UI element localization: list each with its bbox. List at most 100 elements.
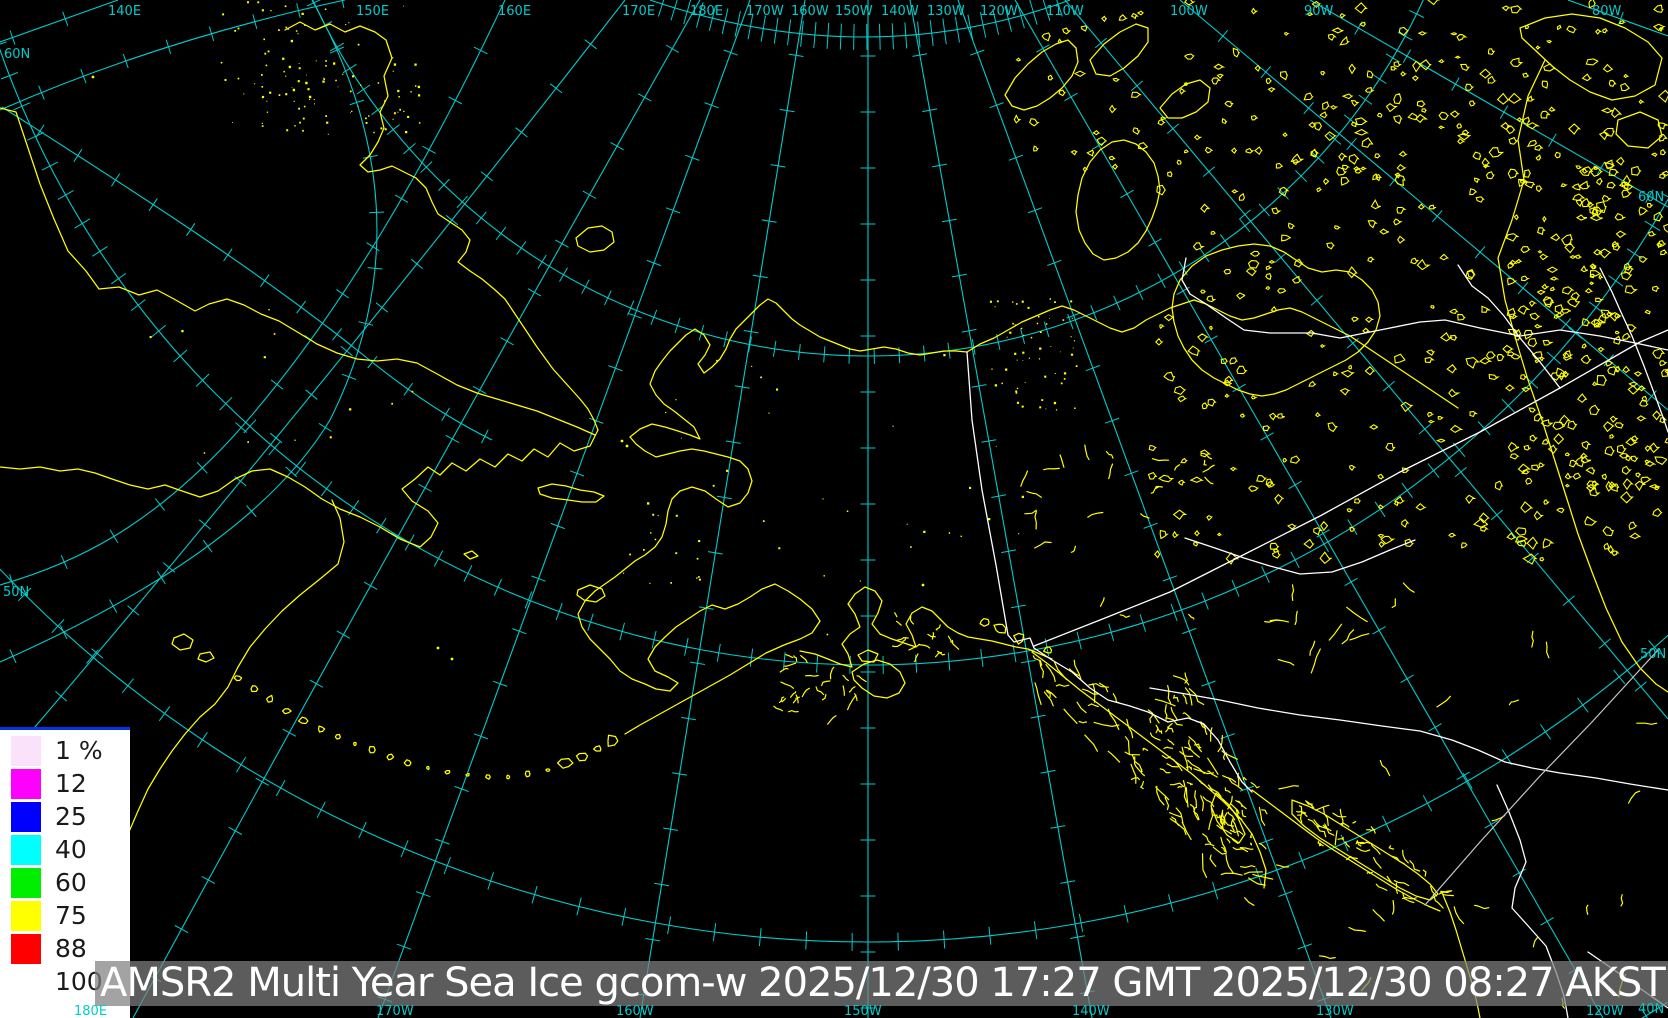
coastline (1149, 687, 1668, 791)
coastline (197, 651, 215, 663)
coastline (607, 734, 619, 747)
coastline (575, 225, 615, 253)
coastline (485, 774, 491, 780)
graticule-parallel (0, 568, 1668, 943)
small-island (921, 583, 925, 587)
coastline (576, 584, 606, 603)
graticule-line (1179, 0, 1668, 411)
coastline (1615, 111, 1663, 149)
legend-value-label: 60 (55, 868, 87, 897)
legend-row: 100 (0, 965, 130, 998)
coastline (1519, 13, 1663, 101)
coastline (425, 765, 430, 771)
coastline (386, 753, 395, 761)
coastline (265, 694, 274, 703)
graticule-line (132, 0, 701, 1018)
coastline (524, 770, 531, 778)
graticule-line (639, 0, 806, 1018)
graticule-line (0, 0, 506, 586)
ice-concentration-legend: 1 % 12 25 40 60 75 88 100 (0, 727, 130, 1018)
product-title: AMSR2 Multi Year Sea Ice gcom-w 2025/12/… (100, 960, 1666, 1006)
coastline (506, 774, 511, 780)
coastline (799, 586, 1053, 668)
coastline (171, 633, 194, 651)
legend-row: 75 (0, 899, 130, 932)
coastline (857, 649, 879, 663)
graticule-line (1014, 0, 1604, 1018)
legend-color-swatch (11, 735, 41, 766)
legend-value-label: 25 (55, 802, 87, 831)
coastline (537, 483, 605, 503)
coastline (993, 623, 1007, 634)
coastline (403, 759, 412, 767)
graticule-line (649, 0, 1071, 38)
legend-color-swatch (11, 867, 41, 898)
graticule-line (0, 0, 626, 769)
coastline (1075, 139, 1161, 261)
coastline (1424, 649, 1659, 906)
coastline (1159, 79, 1211, 119)
coastline (593, 745, 602, 752)
coastline (629, 298, 968, 440)
coastline (1210, 792, 1246, 844)
legend-color-swatch (11, 834, 41, 865)
legend-value-label: 40 (55, 835, 87, 864)
graticule-line (909, 0, 1093, 1018)
coastline (1457, 264, 1561, 389)
legend-value-label: 88 (55, 934, 87, 963)
graticule-parallel (312, 0, 1424, 357)
coastline (979, 617, 990, 627)
coastline (0, 107, 596, 436)
graticule-line (957, 0, 1332, 1018)
coastline (1089, 23, 1149, 77)
graticule-line (1567, 0, 1668, 37)
coastline (334, 733, 341, 740)
small-island (436, 646, 440, 650)
coastline (353, 741, 357, 747)
legend-value-label: 12 (55, 769, 87, 798)
coastline (368, 745, 376, 754)
small-island (91, 75, 95, 79)
coastline (444, 769, 451, 775)
coastline (463, 550, 479, 560)
graticule-line (0, 0, 378, 663)
lake-blobs (1013, 0, 1668, 565)
graticule-line (1, 106, 493, 441)
legend-row: 25 (0, 800, 130, 833)
legend-color-swatch (11, 967, 41, 997)
small-island (625, 444, 629, 448)
graticule-line (0, 0, 346, 111)
coastline (250, 685, 259, 693)
coastline (966, 299, 1459, 409)
coastline (1033, 329, 1668, 647)
legend-color-swatch (11, 933, 41, 964)
coastline (284, 21, 599, 431)
small-island (620, 439, 624, 443)
coastline (575, 752, 589, 762)
legend-value-label: 75 (55, 901, 87, 930)
product-title-bar: AMSR2 Multi Year Sea Ice gcom-w 2025/12/… (95, 961, 1668, 1006)
political-border-layer (966, 257, 1668, 1018)
legend-row: 1 % (0, 734, 130, 767)
graticule-line (377, 0, 751, 1018)
coastline (1599, 267, 1668, 433)
legend-value-label: 100 (55, 967, 103, 996)
coastline (577, 436, 821, 735)
legend-row: 12 (0, 767, 130, 800)
legend-color-swatch (11, 801, 41, 832)
coastline (1181, 257, 1668, 351)
graticule-line (1309, 0, 1668, 208)
coastline (1171, 243, 1381, 397)
coastline (0, 429, 599, 548)
coastline (1042, 646, 1053, 654)
small-island (450, 657, 454, 661)
coastline (281, 708, 292, 715)
legend-color-swatch (11, 900, 41, 931)
graticule-line (0, 0, 119, 43)
coastline (1031, 651, 1267, 889)
coastline (1007, 634, 1253, 793)
